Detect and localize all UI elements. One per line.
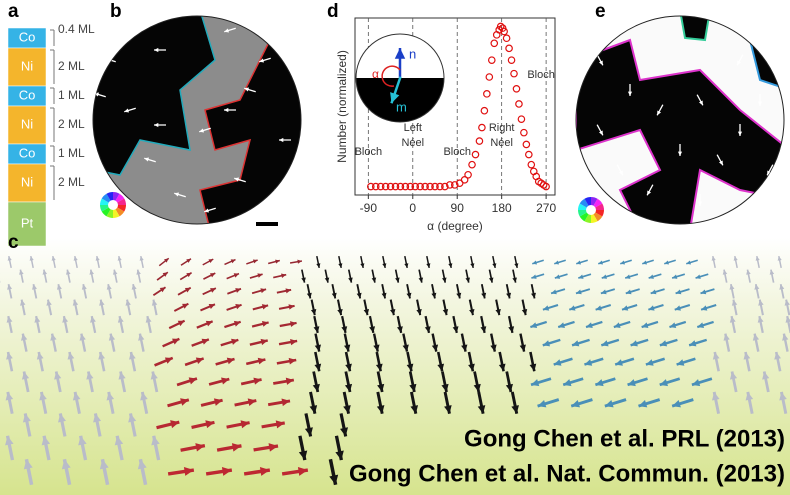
point [476,138,482,144]
annotation: Bloch [527,69,555,81]
point [484,91,490,97]
point [521,129,527,135]
point [479,124,485,130]
point [526,151,532,157]
point [472,151,478,157]
annotation: Right [489,122,515,134]
layer-thickness: 2 ML [58,117,85,131]
annotation: Bloch [355,146,383,158]
panel-e-image [570,10,790,230]
x-tick-label: 270 [536,201,556,215]
annotation: Néel [401,137,424,149]
annotation: Bloch [443,146,471,158]
x-tick-label: 90 [451,201,465,215]
point [513,86,519,92]
inset-label: m [396,99,407,114]
point [506,45,512,51]
x-tick-label: 180 [492,201,512,215]
point [503,35,509,41]
point [491,40,497,46]
chart-d: -90 0 90 180 270 α (degree) Number (normalized… [335,18,556,233]
point [489,57,495,63]
layer-name: Co [19,87,36,102]
inset: n m α [356,34,446,122]
inset-label: α [372,67,379,81]
layer-name: Co [19,29,36,44]
layer-thickness: 2 ML [58,59,85,73]
point [469,161,475,167]
layer-name: Pt [21,215,34,230]
arrow-head [124,29,129,33]
caption: Gong Chen et al. PRL (2013) [464,425,785,452]
layer-name: Co [19,145,36,160]
layer-thickness: 0.4 ML [58,22,95,36]
layer-thickness: 1 ML [58,88,85,102]
inset-label: n [409,46,416,61]
panel-c-floor [0,238,790,495]
layer-thickness: 1 ML [58,146,85,160]
point [516,101,522,107]
layer-thickness: 2 ML [58,175,85,189]
x-axis-label: α (degree) [427,219,483,233]
annotation: Left [404,122,422,134]
annotation: Néel [490,137,513,149]
layer-name: Ni [21,58,33,73]
point [465,172,471,178]
panel-label: b [110,1,122,22]
wheel-center [108,200,118,210]
arrow-shaft [124,28,135,32]
panel-label: d [327,1,339,22]
x-tick-label: -90 [360,201,378,215]
layer-name: Ni [21,116,33,131]
point [523,141,529,147]
point [518,116,524,122]
layer-name: Ni [21,174,33,189]
layer-stack: Co 0.4 ML Ni 2 ML Co 1 ML Ni 2 ML Co 1 ML Ni 2 ML Pt [8,22,95,246]
y-axis-label: Number (normalized) [335,50,349,163]
panel-label: c [8,232,19,253]
panel-label: e [595,1,606,22]
wheel-center [586,205,596,215]
point [481,108,487,114]
x-tick-label: 0 [409,201,416,215]
caption: Gong Chen et al. Nat. Commun. (2013) [349,460,785,487]
arrow-head [104,58,109,62]
point [508,57,514,63]
panel-label: a [8,1,19,22]
scale-bar [256,222,278,226]
point [528,161,534,167]
figure: Co 0.4 ML Ni 2 ML Co 1 ML Ni 2 ML Co 1 ML Ni 2 ML Pt… [0,0,790,495]
point [486,74,492,80]
point [511,70,517,76]
